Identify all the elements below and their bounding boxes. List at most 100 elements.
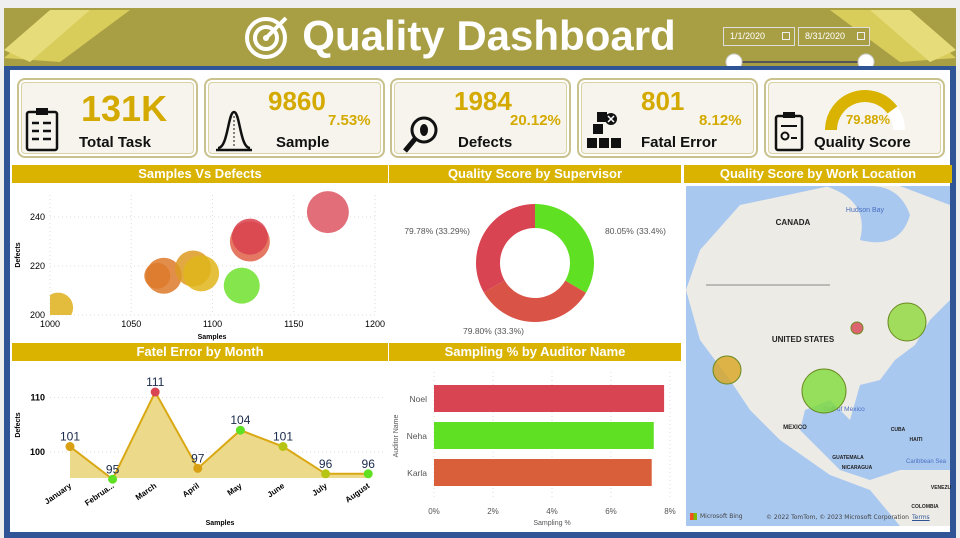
scatter-point <box>50 292 74 315</box>
x-tick-label: April <box>181 481 201 499</box>
bar <box>434 459 652 486</box>
y-tick-label: 200 <box>30 310 45 320</box>
y-tick-label: Karla <box>407 468 427 478</box>
location-bubble[interactable] <box>712 355 742 385</box>
x-tick-label: March <box>134 481 159 502</box>
work-location-map[interactable]: CANADA Hudson Bay UNITED STATES MEXICO Gulf … <box>686 186 952 526</box>
quality-gauge <box>825 90 905 131</box>
land-mass <box>686 186 950 526</box>
checklist-icon <box>25 108 59 152</box>
bar <box>434 385 665 412</box>
kpi-label: Total Task <box>79 134 151 151</box>
slice-label: 80.05% (33.4%) <box>605 226 666 236</box>
kpi-percent: 79.88% <box>846 112 891 127</box>
kpi-percent: 7.53% <box>328 112 371 129</box>
map-terms-link[interactable]: Terms <box>912 514 930 521</box>
map-label: MEXICO <box>783 425 807 431</box>
kpi-card-quality-score: 79.88% Quality Score <box>764 78 945 158</box>
slice-label: 79.80% (33.3%) <box>463 326 524 336</box>
map-label: COLOMBIA <box>911 504 939 510</box>
kpi-percent: 8.12% <box>699 112 742 129</box>
page-title: Quality Dashboard <box>302 12 676 59</box>
data-point <box>278 442 288 452</box>
location-bubble[interactable] <box>887 302 927 342</box>
map-copyright: © 2022 TomTom, © 2023 Microsoft Corporat… <box>766 514 909 521</box>
x-tick-label: January <box>43 481 74 506</box>
data-label: 96 <box>319 457 333 471</box>
location-bubble[interactable] <box>801 368 847 414</box>
kpi-card-defects: 1984 20.12% Defects <box>390 78 571 158</box>
sampling-by-auditor-title: Sampling % by Auditor Name <box>389 343 681 361</box>
calendar-icon[interactable] <box>857 32 865 40</box>
donut-chart: 80.05% (33.4%) 79.80% (33.3%) 79.78% (33.2… <box>404 204 666 336</box>
bug-magnifier-icon <box>403 116 438 153</box>
certificate-icon <box>774 112 804 152</box>
map-label: GUATEMALA <box>832 455 864 461</box>
x-tick-label: 0% <box>428 507 440 516</box>
quality-by-supervisor-title: Quality Score by Supervisor <box>389 165 681 183</box>
x-tick-label: 8% <box>664 507 676 516</box>
map-label: Gulf of Mexico <box>823 406 865 413</box>
kpi-value: 801 <box>641 86 685 116</box>
kpi-value: 1984 <box>454 86 512 116</box>
data-point <box>150 387 160 397</box>
end-date-value: 8/31/2020 <box>805 31 846 41</box>
kpi-value: 131K <box>81 88 168 129</box>
fatal-error-chart: 100 110 101 January 95 Februa... 111 March 97 Apr… <box>15 375 385 527</box>
map-label: UNITED STATES <box>772 335 835 344</box>
kpi-label: Sample <box>276 134 330 151</box>
scatter-chart: 1000 1050 1100 1150 1200 200 220 240 Samples Defe… <box>15 191 385 341</box>
sampling-bar-chart: 0% 2% 4% 6% 8% Noel Neha Karla Sampling % Auditor… <box>393 372 676 527</box>
x-tick-label: 4% <box>546 507 558 516</box>
location-bubble[interactable] <box>850 321 864 335</box>
x-axis-label: Samples <box>206 520 235 527</box>
y-tick-label: 220 <box>30 261 45 271</box>
data-label: 96 <box>362 457 376 471</box>
x-axis-label: Sampling % <box>533 520 570 527</box>
header-banner <box>4 8 956 68</box>
kpi-label: Fatal Error <box>641 134 717 151</box>
start-date-input[interactable]: 1/1/2020 <box>723 27 795 46</box>
boxes-error-icon <box>587 112 621 148</box>
x-tick-label: May <box>226 481 244 498</box>
data-label: 95 <box>106 462 120 476</box>
samples-vs-defects-title: Samples Vs Defects <box>12 165 388 183</box>
data-label: 101 <box>60 430 80 444</box>
x-tick-label: August <box>344 481 372 504</box>
scatter-point <box>306 191 349 234</box>
map-brand: Microsoft Bing <box>700 513 743 520</box>
bar <box>434 422 654 449</box>
data-label: 111 <box>146 375 165 389</box>
map-label: HAITI <box>909 437 923 443</box>
quality-by-location-title: Quality Score by Work Location <box>684 165 952 183</box>
x-tick-label: Februa... <box>83 481 115 507</box>
kpi-percent: 20.12% <box>510 112 561 129</box>
series-line <box>69 389 369 481</box>
x-tick-label: July <box>310 481 329 498</box>
kpi-label: Quality Score <box>814 134 911 151</box>
data-point <box>108 474 118 484</box>
bing-logo: Microsoft Bing <box>690 513 743 520</box>
y-tick-label: 240 <box>30 212 45 222</box>
x-tick-label: 1100 <box>203 319 222 329</box>
kpi-card-total-task: 131K Total Task <box>17 78 198 158</box>
x-tick-label: June <box>266 481 287 499</box>
data-label: 97 <box>191 451 205 465</box>
microsoft-logo-icon <box>690 513 697 520</box>
target-icon <box>245 16 288 59</box>
x-tick-label: 2% <box>487 507 499 516</box>
y-tick-label: 100 <box>30 447 45 457</box>
fatal-error-by-month-title: Fatel Error by Month <box>12 343 388 361</box>
map-label: Hudson Bay <box>846 207 885 214</box>
kpi-value: 9860 <box>268 86 326 116</box>
x-tick-label: 6% <box>605 507 617 516</box>
x-tick-label: 1000 <box>40 319 60 329</box>
end-date-input[interactable]: 8/31/2020 <box>798 27 870 46</box>
hudson-bay <box>825 186 910 243</box>
slice-label: 79.78% (33.29%) <box>404 226 470 236</box>
donut-slice <box>475 204 535 293</box>
data-point <box>235 425 245 435</box>
y-tick-label: 110 <box>30 393 45 403</box>
calendar-icon[interactable] <box>782 32 790 40</box>
data-point <box>321 469 331 479</box>
